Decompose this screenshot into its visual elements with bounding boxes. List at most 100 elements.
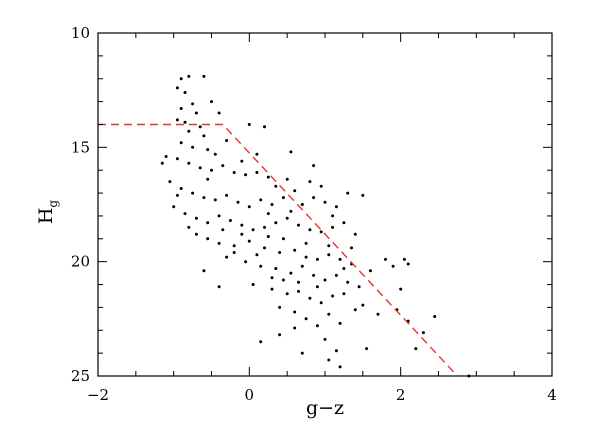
data-point	[179, 187, 183, 190]
data-point	[251, 283, 255, 286]
plot-frame	[97, 32, 553, 377]
data-point	[312, 196, 316, 200]
data-point	[206, 148, 210, 152]
data-point	[285, 216, 289, 220]
data-point	[244, 260, 248, 264]
data-point	[327, 358, 331, 362]
data-point	[164, 155, 168, 158]
data-point	[327, 312, 331, 316]
data-point	[346, 280, 350, 284]
data-point	[402, 257, 406, 261]
data-point	[338, 365, 342, 369]
data-point	[270, 276, 274, 280]
data-point	[323, 337, 327, 341]
data-point	[346, 191, 350, 195]
data-point	[350, 246, 353, 250]
data-point	[240, 223, 244, 227]
data-point	[293, 189, 297, 193]
data-point	[202, 134, 206, 138]
data-point	[285, 177, 289, 181]
data-point	[421, 331, 425, 335]
data-point	[293, 248, 297, 252]
data-point	[263, 225, 266, 229]
data-point	[289, 271, 293, 275]
data-point	[297, 223, 300, 227]
data-point	[278, 251, 282, 254]
data-point	[247, 205, 251, 209]
data-point	[334, 273, 338, 277]
data-point	[187, 129, 191, 133]
data-point	[179, 141, 183, 145]
data-point	[338, 321, 342, 325]
x-axis-label: g−z	[306, 397, 344, 419]
data-point	[327, 253, 331, 257]
data-point	[183, 91, 187, 94]
data-point	[304, 317, 308, 321]
data-point	[263, 246, 266, 250]
data-point	[240, 159, 244, 163]
data-point	[338, 257, 342, 261]
y-tick-label: 20	[71, 253, 90, 271]
data-point	[255, 152, 259, 156]
data-point	[217, 111, 221, 115]
data-point	[217, 285, 221, 289]
data-point	[240, 232, 244, 236]
data-point	[221, 228, 225, 232]
x-tick-labels: −2 0 2 4	[87, 386, 557, 404]
data-point	[175, 193, 179, 197]
data-point	[206, 177, 210, 181]
data-point	[225, 139, 229, 142]
data-point	[232, 171, 236, 174]
data-point	[175, 86, 179, 90]
data-point	[293, 326, 297, 330]
data-point	[274, 184, 278, 188]
data-point	[368, 269, 372, 273]
data-point	[365, 347, 369, 351]
y-tick-label: 10	[71, 24, 90, 42]
data-point	[191, 145, 195, 149]
x-tick-label: 4	[547, 386, 557, 404]
data-point	[160, 161, 164, 165]
data-point	[319, 184, 323, 188]
data-point	[225, 193, 229, 197]
data-point	[414, 347, 418, 351]
data-point	[304, 241, 308, 245]
data-point	[300, 264, 304, 268]
data-point	[300, 203, 304, 206]
data-point	[221, 164, 225, 168]
data-point	[191, 191, 195, 195]
data-point	[331, 294, 335, 298]
data-point	[210, 168, 213, 172]
data-point	[376, 312, 380, 316]
data-point	[228, 219, 232, 222]
data-point	[232, 251, 236, 254]
data-point	[259, 264, 263, 268]
reference-line-path	[98, 123, 458, 377]
data-point	[323, 278, 327, 282]
data-point	[361, 303, 365, 307]
data-point	[274, 267, 278, 270]
data-point	[255, 171, 259, 174]
data-point	[308, 228, 312, 232]
data-point	[255, 253, 259, 257]
data-point	[202, 269, 206, 273]
data-point	[175, 118, 179, 122]
x-tick-label: −2	[87, 386, 109, 404]
data-point	[281, 278, 285, 282]
data-point	[353, 308, 357, 312]
data-point	[406, 262, 410, 266]
y-tick-label: 15	[71, 138, 90, 156]
data-point	[187, 161, 191, 165]
data-point	[232, 244, 236, 248]
data-point	[191, 102, 195, 106]
data-point	[312, 164, 316, 168]
reference-line	[98, 123, 458, 377]
data-point	[327, 244, 331, 248]
data-point	[202, 74, 206, 78]
data-point	[172, 205, 176, 209]
data-point	[334, 205, 338, 209]
data-point	[266, 212, 270, 216]
data-point	[300, 351, 304, 355]
data-point	[194, 216, 198, 220]
